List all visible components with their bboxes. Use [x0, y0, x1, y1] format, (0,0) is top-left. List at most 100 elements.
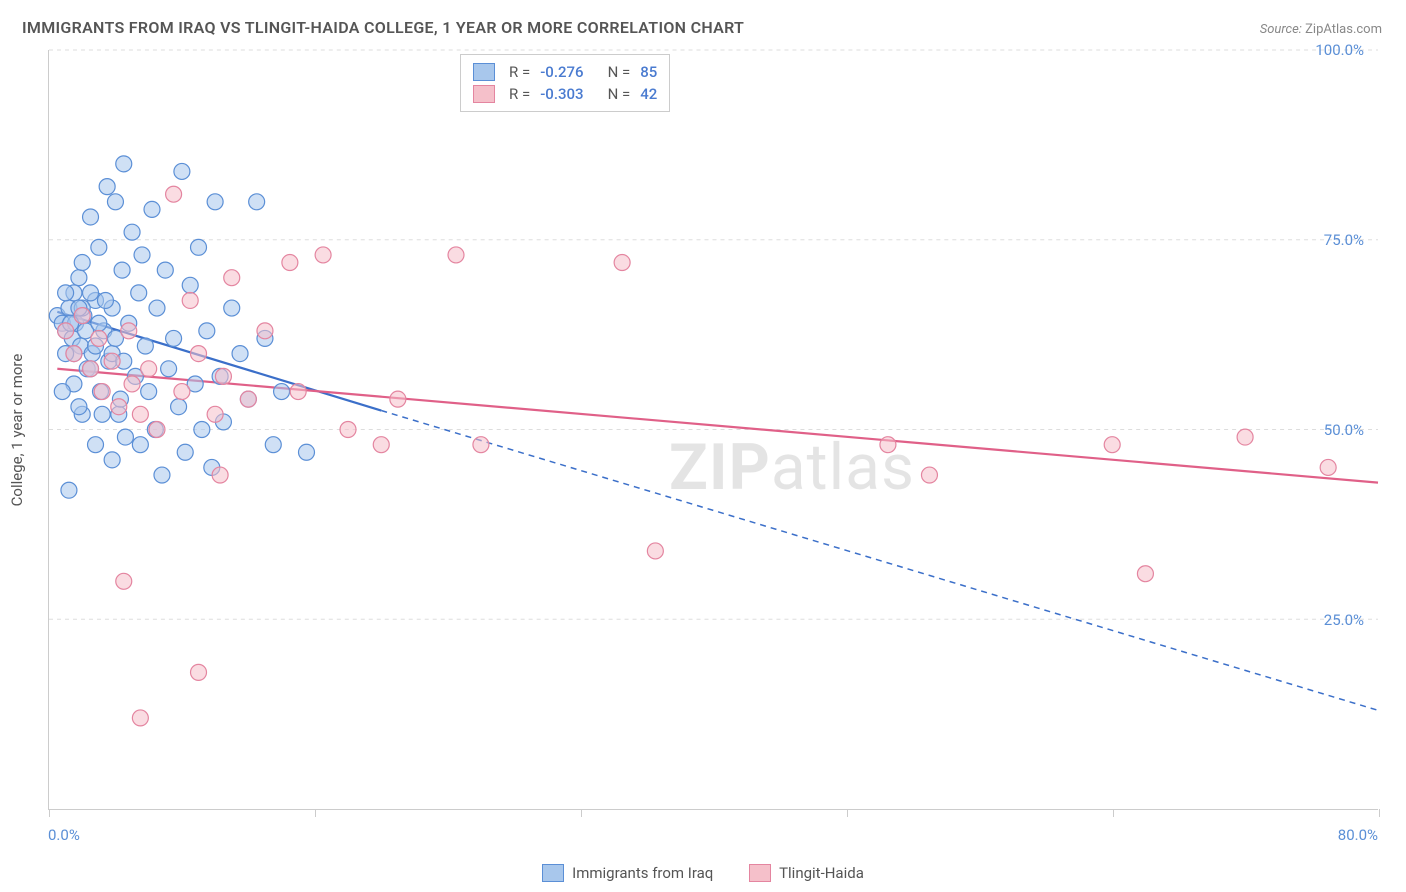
data-point: [66, 346, 82, 362]
legend-row-iraq: R = -0.276 N = 85: [473, 61, 657, 83]
data-point: [94, 384, 110, 400]
data-point: [124, 224, 140, 240]
data-point: [74, 255, 90, 271]
x-tick: [1113, 809, 1114, 817]
legend-item-tlingit: Tlingit-Haida: [749, 864, 864, 882]
data-point: [132, 437, 148, 453]
data-point: [1104, 437, 1120, 453]
r-value-tlingit: -0.303: [540, 85, 583, 103]
data-point: [240, 391, 256, 407]
data-point: [121, 323, 137, 339]
y-tick-label: 75.0%: [1324, 231, 1364, 249]
legend-series: Immigrants from Iraq Tlingit-Haida: [0, 864, 1406, 886]
r-value-iraq: -0.276: [540, 63, 583, 81]
swatch-iraq: [473, 63, 495, 81]
data-point: [340, 422, 356, 438]
data-point: [390, 391, 406, 407]
data-point: [1137, 566, 1153, 582]
data-point: [149, 422, 165, 438]
data-point: [124, 376, 140, 392]
data-point: [104, 353, 120, 369]
data-point: [144, 201, 160, 217]
data-point: [473, 437, 489, 453]
data-point: [1237, 429, 1253, 445]
data-point: [61, 482, 77, 498]
data-point: [58, 323, 74, 339]
data-point: [257, 323, 273, 339]
data-point: [224, 270, 240, 286]
data-point: [131, 285, 147, 301]
data-point: [182, 277, 198, 293]
data-point: [74, 308, 90, 324]
data-point: [94, 406, 110, 422]
data-point: [141, 384, 157, 400]
data-point: [191, 346, 207, 362]
watermark-bold: ZIP: [669, 430, 771, 505]
data-point: [111, 399, 127, 415]
watermark: ZIPatlas: [669, 430, 915, 505]
n-value-iraq: 85: [640, 63, 657, 81]
data-point: [215, 368, 231, 384]
data-point: [137, 338, 153, 354]
swatch-tlingit: [473, 85, 495, 103]
legend-correlation: R = -0.276 N = 85 R = -0.303 N = 42: [460, 54, 670, 112]
data-point: [116, 573, 132, 589]
data-point: [614, 255, 630, 271]
x-tick: [847, 809, 848, 817]
data-point: [224, 300, 240, 316]
data-point: [166, 186, 182, 202]
y-axis-label: College, 1 year or more: [8, 354, 26, 507]
data-point: [83, 285, 99, 301]
data-point: [448, 247, 464, 263]
series-label-iraq: Immigrants from Iraq: [572, 864, 713, 882]
data-point: [83, 209, 99, 225]
x-tick: [1379, 809, 1380, 817]
y-tick-label: 100.0%: [1315, 41, 1364, 59]
data-point: [88, 437, 104, 453]
source-label: Source:: [1260, 22, 1302, 37]
data-point: [157, 262, 173, 278]
data-point: [182, 292, 198, 308]
data-point: [174, 384, 190, 400]
data-point: [647, 543, 663, 559]
data-point: [265, 437, 281, 453]
data-point: [274, 384, 290, 400]
data-point: [91, 239, 107, 255]
r-label: R =: [509, 85, 530, 103]
x-tick: [315, 809, 316, 817]
data-point: [166, 330, 182, 346]
data-point: [373, 437, 389, 453]
x-tick-last: 80.0%: [1338, 826, 1378, 844]
data-point: [117, 429, 133, 445]
data-point: [58, 285, 74, 301]
data-point: [83, 361, 99, 377]
data-point: [134, 247, 150, 263]
plot-area: ZIPatlas 25.0%50.0%75.0%100.0%: [48, 50, 1378, 810]
data-point: [116, 156, 132, 172]
data-point: [298, 444, 314, 460]
data-point: [177, 444, 193, 460]
data-point: [194, 422, 210, 438]
source-value: ZipAtlas.com: [1305, 22, 1382, 37]
swatch-tlingit: [749, 864, 771, 882]
data-point: [199, 323, 215, 339]
series-label-tlingit: Tlingit-Haida: [779, 864, 864, 882]
data-point: [91, 330, 107, 346]
data-point: [154, 467, 170, 483]
data-point: [191, 239, 207, 255]
y-tick-label: 50.0%: [1324, 421, 1364, 439]
data-point: [99, 179, 115, 195]
data-point: [232, 346, 248, 362]
data-point: [132, 710, 148, 726]
swatch-iraq: [542, 864, 564, 882]
data-point: [141, 361, 157, 377]
data-point: [132, 406, 148, 422]
n-label: N =: [608, 63, 631, 81]
data-point: [71, 270, 87, 286]
data-point: [71, 399, 87, 415]
data-point: [149, 300, 165, 316]
data-point: [114, 262, 130, 278]
data-point: [54, 384, 70, 400]
x-tick: [49, 809, 50, 817]
source-attribution: Source: ZipAtlas.com: [1260, 22, 1382, 37]
